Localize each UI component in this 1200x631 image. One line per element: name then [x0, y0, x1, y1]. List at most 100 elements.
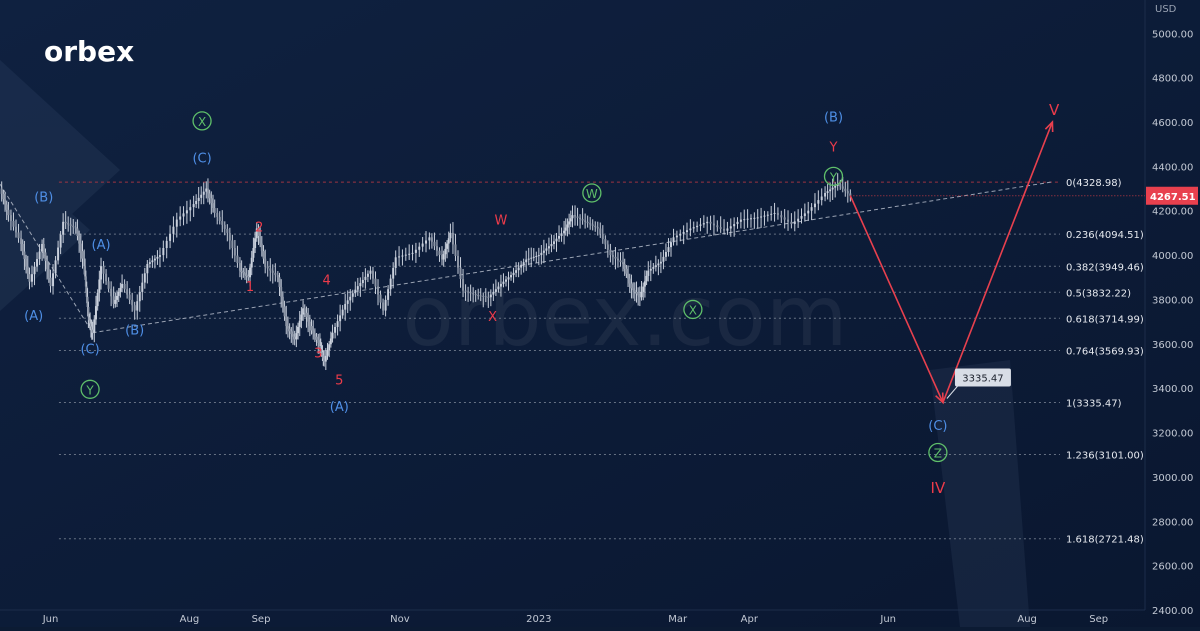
- candle-body: [76, 228, 79, 237]
- candle-body: [302, 308, 305, 315]
- candle-body: [790, 221, 793, 225]
- candle-body: [346, 300, 349, 304]
- target-callout-box: [954, 368, 1011, 387]
- candle-body: [820, 196, 823, 201]
- candle-body: [672, 237, 675, 243]
- y-tick-label: 3600.00: [1152, 340, 1193, 351]
- candle-body: [763, 215, 766, 217]
- candle-body: [293, 336, 296, 340]
- candle-body: [459, 267, 462, 280]
- candle-body: [143, 273, 146, 283]
- candle-body: [91, 329, 94, 333]
- candle-body: [308, 321, 311, 327]
- candle-body: [78, 236, 81, 244]
- candle-body: [264, 258, 267, 267]
- candle-body: [274, 272, 277, 276]
- candle-body: [89, 320, 92, 324]
- candle-body: [47, 269, 50, 278]
- wave-label: (B): [125, 323, 144, 338]
- candle-body: [712, 223, 715, 226]
- candle-body: [652, 267, 655, 269]
- candle-body: [387, 289, 390, 300]
- candle-body: [349, 296, 352, 301]
- candle-body: [408, 253, 411, 255]
- candle-body: [323, 358, 326, 362]
- candle-body: [604, 239, 607, 245]
- candle-body: [41, 244, 44, 252]
- y-tick-label: 4000.00: [1152, 251, 1193, 262]
- candle-body: [364, 276, 367, 280]
- candle-body: [156, 256, 159, 259]
- candle-body: [62, 221, 65, 235]
- wave-label: X: [198, 115, 206, 129]
- candle-body: [259, 236, 262, 244]
- candle-body: [252, 247, 255, 258]
- candle-body: [195, 200, 198, 205]
- candle-body: [770, 213, 773, 215]
- candle-body: [813, 203, 816, 208]
- candle-body: [807, 210, 810, 214]
- candle-body: [601, 233, 604, 240]
- candle-body: [85, 286, 88, 297]
- candle-body: [418, 246, 421, 250]
- candle-body: [844, 188, 847, 192]
- y-tick-label: 4800.00: [1152, 74, 1193, 85]
- candle-body: [128, 294, 131, 300]
- candle-body: [69, 224, 72, 226]
- candle-body: [290, 331, 293, 335]
- candle-body: [749, 218, 752, 220]
- candle-body: [810, 207, 813, 211]
- candle-body: [44, 252, 47, 261]
- y-tick-label: 3400.00: [1152, 384, 1193, 395]
- candle-body: [326, 350, 329, 356]
- candle-body: [441, 255, 444, 260]
- projection-down-arrow: [849, 195, 944, 403]
- candle-body: [175, 219, 178, 227]
- candle-body: [824, 192, 827, 197]
- candle-body: [23, 251, 26, 260]
- candle-body: [286, 326, 289, 329]
- candle-body: [322, 355, 325, 359]
- candle-body: [223, 224, 226, 229]
- candle-body: [579, 217, 582, 220]
- fib-label: 0.5(3832.22): [1066, 288, 1131, 299]
- wave-label-circle: [823, 166, 844, 186]
- background-chevrons: [0, 60, 1030, 627]
- candle-body: [649, 268, 652, 271]
- candle-body: [374, 278, 377, 287]
- candle-body: [213, 208, 216, 213]
- candle-body: [489, 294, 492, 298]
- candle-body: [354, 289, 357, 294]
- candle-body: [240, 270, 243, 272]
- candle-body: [328, 344, 331, 351]
- candle-body: [84, 276, 87, 287]
- candle-body: [449, 232, 452, 239]
- candle-body: [520, 264, 523, 268]
- fib-label: 1.236(3101.00): [1066, 451, 1144, 462]
- watermark-text: orbex.com: [402, 267, 847, 365]
- candle-body: [438, 250, 441, 256]
- candle-body: [90, 326, 93, 330]
- candle-body: [640, 291, 643, 298]
- candle-body: [689, 228, 692, 231]
- candle-body: [474, 294, 477, 296]
- candle-body: [283, 306, 286, 317]
- wave-label: (B): [34, 190, 53, 205]
- candle-body: [64, 221, 67, 224]
- candle-body: [753, 217, 756, 219]
- candle-body: [472, 293, 475, 295]
- candle-body: [622, 262, 625, 264]
- candle-body: [315, 336, 318, 340]
- candle-body: [30, 274, 33, 282]
- candle-body: [499, 283, 502, 287]
- wave-label: (C): [928, 419, 947, 434]
- candle-body: [504, 279, 507, 282]
- candle-body: [401, 255, 404, 257]
- candle-body: [59, 234, 62, 248]
- candle-body: [535, 255, 538, 257]
- candle-body: [614, 256, 617, 259]
- x-tick-label: Nov: [390, 614, 410, 625]
- candle-body: [841, 186, 844, 189]
- wave-label: X: [689, 303, 697, 317]
- y-axis: 2400.00 2600.00 2800.00 3000.00 3200.00 3400.…: [1152, 29, 1193, 617]
